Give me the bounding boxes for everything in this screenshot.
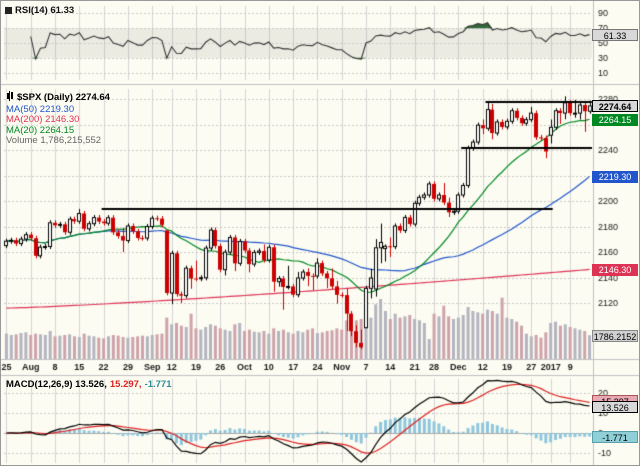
indicator-swatch-icon: [5, 7, 12, 14]
ma50-legend: MA(50) 2219.30: [6, 103, 75, 115]
volume-value-box: 1786.2152: [592, 330, 638, 342]
rsi-value-box: 61.33: [592, 29, 638, 41]
volume-legend: Volume 1,786,215,552: [6, 135, 102, 146]
macd-legend-main: MACD(12,26,9) 13.526,: [6, 379, 107, 390]
macd-legend: MACD(12,26,9) 13.526, 15.297, -1.771: [6, 379, 172, 390]
macd-value-box: 13.526: [592, 401, 638, 413]
rsi-legend: RSI(14) 61.33: [5, 5, 74, 16]
symbol-legend-text: $SPX (Daily) 2274.64: [17, 92, 110, 103]
ma50-value-box: 2219.30: [592, 171, 638, 183]
macd-legend-hist: -1.771: [144, 379, 172, 390]
price-legend: $SPX (Daily) 2274.64 MA(50) 2219.30 MA(2…: [6, 91, 110, 147]
candlestick-icon: [6, 91, 14, 105]
ma20-legend: MA(20) 2264.15: [6, 124, 75, 136]
ma20-value-box: 2264.15: [592, 114, 638, 126]
ma200-value-box: 2146.30: [592, 264, 638, 276]
last-price-box: 2274.64: [592, 100, 638, 112]
ma200-legend: MA(200) 2146.30: [6, 114, 80, 125]
macd-legend-signal: 15.297,: [109, 379, 142, 390]
histogram-value-box: -1.771: [592, 431, 638, 443]
rsi-legend-text: RSI(14) 61.33: [15, 5, 75, 16]
symbol-legend-row: $SPX (Daily) 2274.64: [6, 91, 110, 105]
